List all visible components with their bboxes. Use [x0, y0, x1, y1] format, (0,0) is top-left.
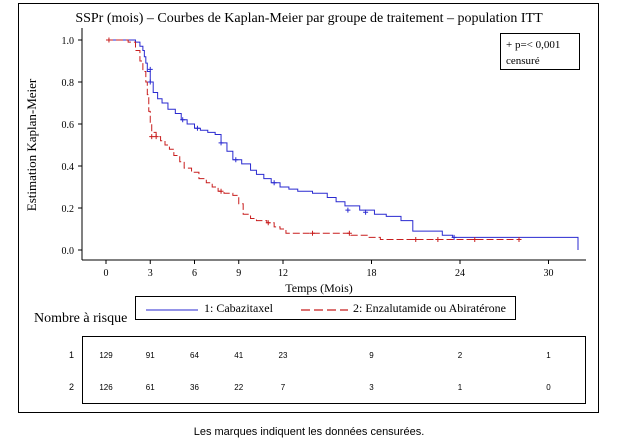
risk-row-id: 2 — [69, 382, 75, 392]
y-tick-label: 0.6 — [62, 120, 75, 131]
y-tick-label: 1.0 — [62, 36, 75, 47]
y-tick-label: 0.4 — [62, 162, 75, 173]
x-axis-label: Temps (Mois) — [285, 281, 353, 295]
chart-title: SSPr (mois) – Courbes de Kaplan-Meier pa… — [75, 11, 543, 26]
x-tick-label: 6 — [192, 268, 197, 279]
censor-mark-2 — [106, 37, 112, 43]
censor-mark-2 — [413, 237, 419, 242]
km-plot: 0.0 0.2 0.4 0.6 0.8 1.0 0 3 6 9 12 18 24 30 Estimatio… — [24, 28, 586, 295]
censor-mark-1 — [345, 207, 351, 213]
risk-cell: 91 — [145, 351, 155, 360]
risk-cell: 1 — [457, 383, 463, 392]
risk-cell: 36 — [190, 383, 199, 392]
risk-cell: 23 — [278, 351, 288, 360]
censor-mark-1 — [218, 140, 224, 146]
legend: 1: Cabazitaxel 2: Enzalutamide ou Abirat… — [135, 296, 516, 320]
censor-mark-1 — [180, 117, 186, 123]
annotation-box: + p=< 0,001 censuré — [500, 33, 580, 70]
censor-mark-2 — [218, 188, 224, 194]
figure-frame — [18, 3, 599, 413]
legend-swatches — [146, 309, 348, 311]
risk-cell: 61 — [145, 383, 155, 392]
caption: Les marques indiquent les données censur… — [193, 426, 425, 438]
risk-row-id: 1 — [69, 350, 75, 360]
km-curve-1 — [106, 39, 579, 250]
censor-mark-2 — [346, 230, 352, 236]
risk-table-label: Nombre à risque — [34, 311, 128, 326]
risk-cell: 3 — [369, 383, 374, 392]
censor-mark-1 — [363, 209, 369, 215]
x-tick-label: 12 — [278, 268, 288, 279]
censor-mark-2 — [149, 134, 155, 140]
censor-mark-1 — [147, 66, 153, 72]
censor-mark-1 — [194, 125, 200, 131]
censor-mark-2 — [153, 134, 159, 140]
x-tick-label: 9 — [236, 268, 241, 279]
risk-cell: 9 — [369, 351, 374, 360]
risk-cell: 0 — [546, 383, 551, 392]
censor-mark-2 — [516, 237, 522, 242]
km-curve-2 — [106, 39, 519, 240]
x-tick-label: 0 — [104, 268, 109, 279]
x-tick-label: 30 — [544, 268, 554, 279]
curves — [106, 39, 579, 250]
censor-mark-2 — [265, 220, 271, 226]
censor-mark-2 — [435, 237, 441, 242]
x-tick-label: 18 — [367, 268, 377, 279]
y-axis-label: Estimation Kaplan-Meier — [24, 78, 39, 211]
x-tick-label: 3 — [148, 268, 153, 279]
risk-cell: 41 — [234, 351, 244, 360]
risk-cell: 126 — [99, 383, 113, 392]
censor-mark-2 — [310, 230, 315, 236]
censor-mark-1 — [451, 234, 457, 240]
censor-marks — [106, 37, 522, 242]
legend-label-cabazitaxel: 1: Cabazitaxel — [204, 301, 273, 315]
risk-cell: 2 — [457, 351, 463, 360]
annotation-pvalue: + p=< 0,001 — [506, 39, 561, 51]
legend-label-enzalutamide: 2: Enzalutamide ou Abiratérone — [353, 301, 506, 315]
risk-table — [82, 336, 586, 404]
censor-mark-1 — [271, 180, 277, 186]
y-tick-label: 0.0 — [62, 246, 75, 257]
y-tick-label: 0.2 — [62, 204, 75, 215]
risk-cell: 129 — [99, 351, 113, 360]
annotation-censored: censuré — [506, 55, 540, 67]
x-tick-label: 24 — [455, 268, 465, 279]
risk-cell: 7 — [280, 383, 286, 392]
censor-mark-1 — [233, 157, 239, 163]
censor-mark-1 — [147, 79, 153, 85]
censor-mark-2 — [472, 237, 478, 242]
risk-cell: 64 — [190, 351, 199, 360]
risk-cell: 22 — [234, 383, 244, 392]
y-tick-label: 0.8 — [62, 78, 75, 89]
risk-cell: 1 — [546, 351, 551, 360]
axes: 0.0 0.2 0.4 0.6 0.8 1.0 0 3 6 9 12 18 24 30 — [62, 28, 586, 279]
